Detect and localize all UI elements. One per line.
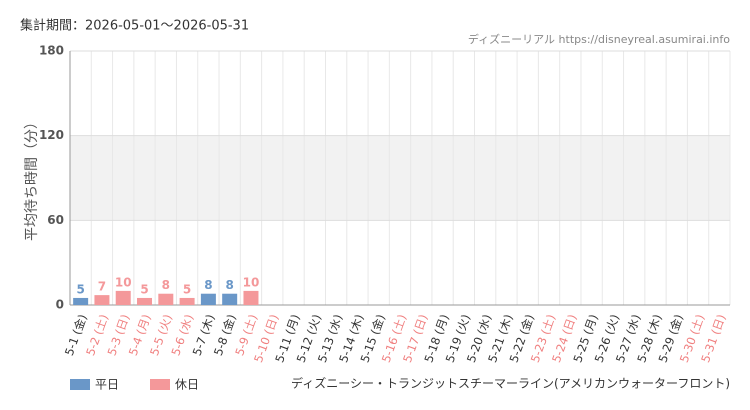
y-tick-label: 0: [56, 298, 64, 312]
bar: [158, 293, 174, 305]
legend-label: 休日: [175, 378, 199, 392]
data-label: 5: [76, 282, 84, 296]
data-label: 5: [183, 282, 191, 296]
grid-band: [70, 135, 730, 221]
bar: [94, 295, 110, 305]
bar: [115, 290, 131, 305]
legend-label: 平日: [95, 378, 119, 392]
bar: [179, 297, 195, 305]
chart-title: 集計期間：2026-05-01〜2026-05-31: [20, 18, 249, 34]
bar: [222, 293, 238, 305]
data-label: 7: [98, 280, 106, 294]
y-tick-label: 60: [47, 213, 64, 227]
subtitle: ディズニーシー・トランジットスチーマーライン(アメリカンウォーターフロント): [291, 376, 730, 391]
data-label: 8: [225, 278, 233, 292]
data-label: 10: [243, 275, 260, 289]
data-label: 8: [204, 278, 212, 292]
y-axis-label: 平均待ち時間（分）: [24, 115, 40, 241]
data-label: 8: [162, 278, 170, 292]
data-label: 10: [115, 275, 132, 289]
bar: [73, 297, 89, 305]
bar: [137, 297, 153, 305]
bar: [200, 293, 216, 305]
source: ディズニーリアル https://disneyreal.asumirai.inf…: [468, 32, 730, 46]
y-tick-label: 180: [39, 44, 64, 58]
legend-swatch: [70, 379, 90, 390]
data-label: 5: [140, 282, 148, 296]
bar: [243, 290, 259, 305]
legend-swatch: [150, 379, 170, 390]
y-tick-label: 120: [39, 128, 64, 142]
